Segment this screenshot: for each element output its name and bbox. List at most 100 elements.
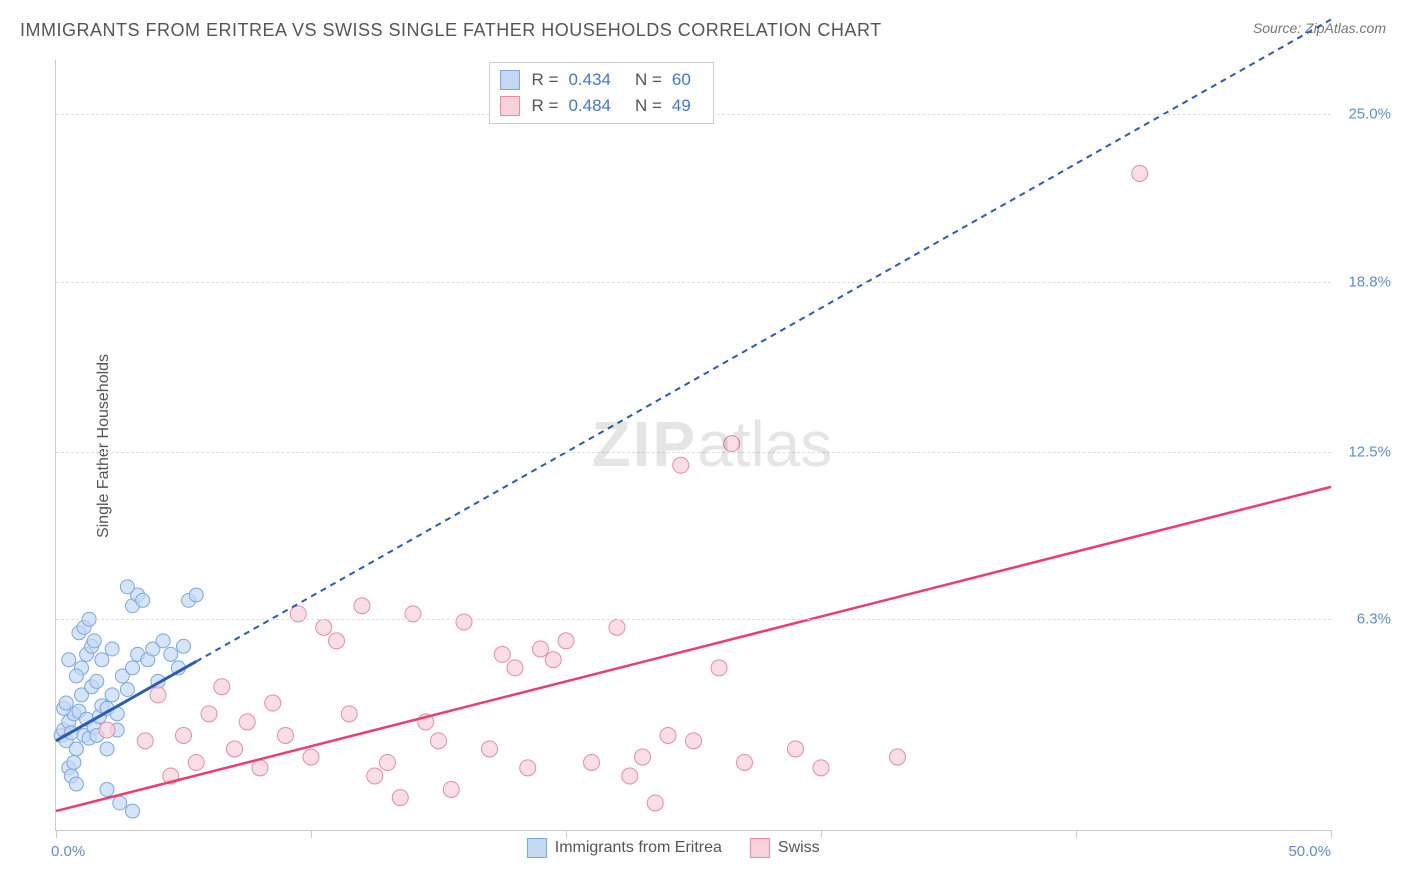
gridline: [56, 282, 1331, 283]
scatter-point-eritrea: [113, 796, 127, 810]
scatter-point-eritrea: [87, 634, 101, 648]
scatter-point-swiss: [456, 614, 472, 630]
scatter-point-swiss: [686, 733, 702, 749]
chart-title: IMMIGRANTS FROM ERITREA VS SWISS SINGLE …: [20, 20, 882, 40]
stats-row-swiss: R = 0.484 N = 49: [500, 93, 703, 119]
scatter-point-swiss: [609, 619, 625, 635]
trendline-dashed-eritrea: [196, 19, 1331, 661]
scatter-point-eritrea: [164, 647, 178, 661]
x-tick: [821, 830, 822, 838]
scatter-point-eritrea: [156, 634, 170, 648]
trendline-swiss: [56, 487, 1331, 811]
scatter-point-swiss: [431, 733, 447, 749]
scatter-point-swiss: [150, 687, 166, 703]
r-value-swiss: 0.484: [568, 96, 611, 116]
scatter-point-eritrea: [90, 674, 104, 688]
r-label: R =: [532, 96, 559, 116]
scatter-point-swiss: [252, 760, 268, 776]
bottom-legend: Immigrants from Eritrea Swiss: [527, 838, 820, 858]
legend-label-swiss: Swiss: [778, 839, 820, 857]
scatter-point-swiss: [1132, 165, 1148, 181]
scatter-point-eritrea: [120, 683, 134, 697]
chart-svg: [56, 60, 1331, 830]
n-value-eritrea: 60: [672, 70, 691, 90]
scatter-point-eritrea: [69, 669, 83, 683]
gridline: [56, 452, 1331, 453]
x-tick: [56, 830, 57, 838]
scatter-point-swiss: [482, 741, 498, 757]
scatter-point-swiss: [737, 754, 753, 770]
correlation-stats-legend: R = 0.434 N = 60 R = 0.484 N = 49: [489, 62, 714, 124]
x-tick: [566, 830, 567, 838]
x-tick: [311, 830, 312, 838]
scatter-point-swiss: [265, 695, 281, 711]
scatter-point-eritrea: [126, 661, 140, 675]
x-tick: [1331, 830, 1332, 838]
scatter-point-swiss: [813, 760, 829, 776]
scatter-point-swiss: [520, 760, 536, 776]
gridline: [56, 619, 1331, 620]
scatter-point-swiss: [622, 768, 638, 784]
scatter-point-swiss: [201, 706, 217, 722]
scatter-point-swiss: [711, 660, 727, 676]
scatter-point-eritrea: [59, 696, 73, 710]
scatter-point-eritrea: [69, 742, 83, 756]
scatter-point-eritrea: [136, 593, 150, 607]
scatter-point-eritrea: [177, 639, 191, 653]
scatter-point-eritrea: [105, 642, 119, 656]
scatter-point-swiss: [176, 727, 192, 743]
scatter-point-swiss: [788, 741, 804, 757]
y-tick-label: 6.3%: [1336, 611, 1391, 628]
scatter-point-eritrea: [189, 588, 203, 602]
scatter-point-eritrea: [100, 742, 114, 756]
x-tick-label: 0.0%: [51, 843, 85, 860]
scatter-point-swiss: [558, 633, 574, 649]
scatter-point-eritrea: [69, 777, 83, 791]
scatter-point-swiss: [635, 749, 651, 765]
y-tick-label: 25.0%: [1336, 106, 1391, 123]
x-tick: [1076, 830, 1077, 838]
scatter-point-swiss: [660, 727, 676, 743]
scatter-point-eritrea: [62, 653, 76, 667]
scatter-point-eritrea: [105, 688, 119, 702]
x-tick-label: 50.0%: [1288, 843, 1331, 860]
scatter-point-swiss: [494, 646, 510, 662]
y-tick-label: 18.8%: [1336, 273, 1391, 290]
scatter-point-swiss: [533, 641, 549, 657]
scatter-point-eritrea: [120, 580, 134, 594]
scatter-point-swiss: [341, 706, 357, 722]
n-label: N =: [635, 96, 662, 116]
legend-swatch-bottom-eritrea: [527, 838, 547, 858]
scatter-point-swiss: [392, 790, 408, 806]
n-value-swiss: 49: [672, 96, 691, 116]
scatter-point-swiss: [188, 754, 204, 770]
scatter-point-swiss: [890, 749, 906, 765]
scatter-point-swiss: [724, 436, 740, 452]
scatter-point-eritrea: [126, 804, 140, 818]
scatter-point-swiss: [227, 741, 243, 757]
scatter-point-eritrea: [95, 653, 109, 667]
scatter-point-swiss: [443, 781, 459, 797]
scatter-point-swiss: [239, 714, 255, 730]
scatter-point-swiss: [316, 619, 332, 635]
r-value-eritrea: 0.434: [568, 70, 611, 90]
scatter-point-swiss: [584, 754, 600, 770]
scatter-point-swiss: [137, 733, 153, 749]
scatter-point-swiss: [329, 633, 345, 649]
n-label: N =: [635, 70, 662, 90]
scatter-point-eritrea: [100, 782, 114, 796]
scatter-point-swiss: [278, 727, 294, 743]
legend-swatch-bottom-swiss: [750, 838, 770, 858]
scatter-point-swiss: [507, 660, 523, 676]
scatter-point-swiss: [673, 457, 689, 473]
y-tick-label: 12.5%: [1336, 443, 1391, 460]
scatter-point-swiss: [545, 652, 561, 668]
source-attribution: Source: ZipAtlas.com: [1253, 20, 1386, 36]
scatter-point-swiss: [214, 679, 230, 695]
scatter-point-swiss: [380, 754, 396, 770]
scatter-point-swiss: [354, 598, 370, 614]
r-label: R =: [532, 70, 559, 90]
legend-label-eritrea: Immigrants from Eritrea: [555, 839, 722, 857]
scatter-chart: ZIPatlas 6.3%12.5%18.8%25.0%0.0%50.0%: [55, 60, 1331, 831]
legend-swatch-eritrea: [500, 70, 520, 90]
